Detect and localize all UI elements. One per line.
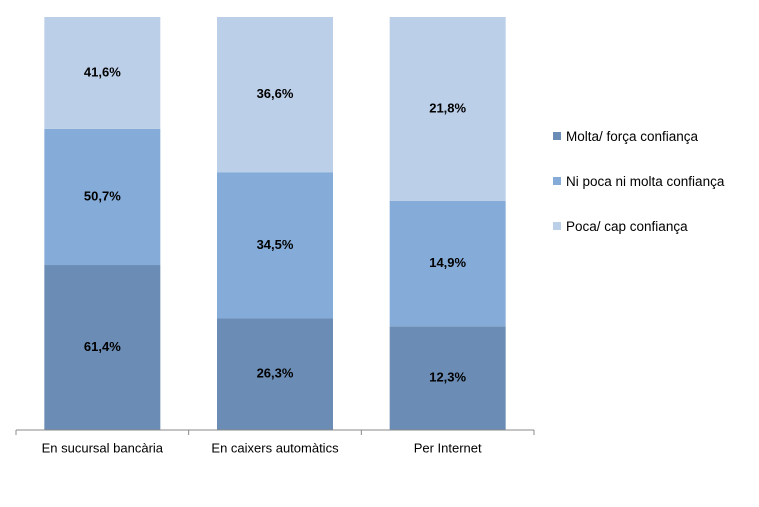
value-label: 50,7% (84, 188, 121, 203)
legend-swatch (553, 132, 561, 140)
legend-label: Ni poca ni molta confiança (566, 174, 725, 189)
bar-segment (44, 17, 161, 129)
value-label: 36,6% (257, 86, 294, 101)
value-label: 41,6% (84, 64, 121, 79)
legend-item: Ni poca ni molta confiança (553, 173, 726, 190)
bar-segment (389, 17, 506, 201)
legend: Molta/ força confiança Ni poca ni molta c… (553, 128, 753, 263)
bar-segment (44, 265, 161, 430)
bar-segment (389, 326, 506, 430)
bar-segment (44, 128, 161, 266)
value-label: 21,8% (429, 100, 466, 115)
legend-item: Molta/ força confiança (553, 128, 726, 145)
value-label: 26,3% (257, 366, 294, 381)
x-tick-label: En sucursal bancària (42, 440, 164, 455)
legend-label: Poca/ cap confiança (566, 219, 688, 234)
bar-segment (389, 200, 506, 327)
bar-segment (217, 172, 333, 319)
value-label: 61,4% (84, 339, 121, 354)
legend-swatch (553, 222, 561, 230)
bar-segment (217, 17, 333, 173)
value-label: 34,5% (257, 237, 294, 252)
value-label: 12,3% (429, 370, 466, 385)
legend-label: Molta/ força confiança (566, 129, 699, 144)
value-label: 14,9% (429, 255, 466, 270)
bar-segment (217, 318, 333, 430)
legend-swatch (553, 177, 561, 185)
x-tick-label: En caixers automàtics (211, 440, 339, 455)
x-tick-label: Per Internet (414, 440, 482, 455)
legend-item: Poca/ cap confiança (553, 218, 726, 235)
